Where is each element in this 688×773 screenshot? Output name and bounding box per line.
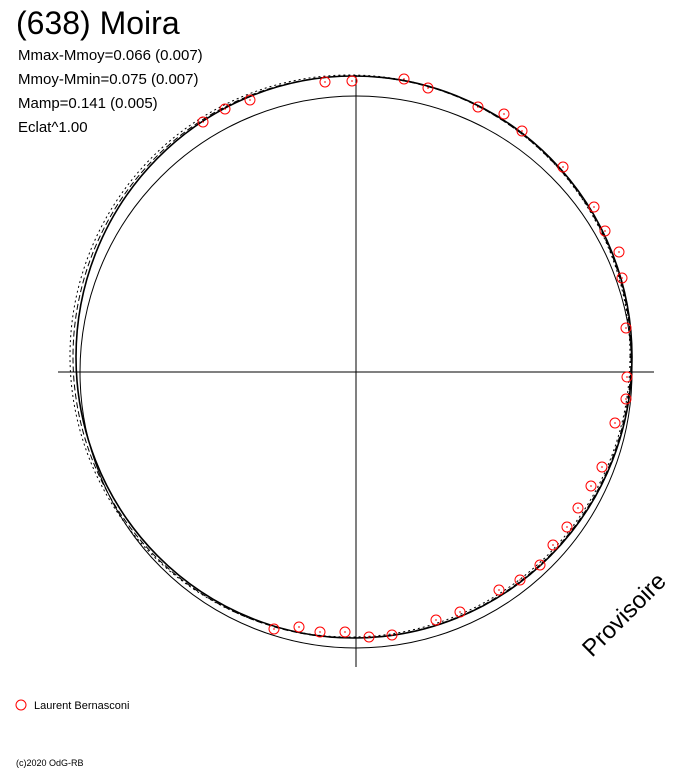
data-point (386, 629, 398, 641)
data-point (422, 82, 434, 94)
data-point (293, 621, 305, 633)
data-point (621, 371, 633, 383)
data-point (363, 631, 375, 643)
data-point (197, 116, 209, 128)
data-point (609, 417, 621, 429)
stat-line: Mmax-Mmoy=0.066 (0.007) (18, 47, 203, 64)
data-point (534, 559, 546, 571)
data-point (472, 101, 484, 113)
data-point (599, 225, 611, 237)
data-point (561, 521, 573, 533)
data-point (572, 502, 584, 514)
data-point (319, 76, 331, 88)
data-point (219, 103, 231, 115)
stat-line: Mmoy-Mmin=0.075 (0.007) (18, 71, 198, 88)
data-point (616, 272, 628, 284)
data-point (620, 393, 632, 405)
model-curve (69, 74, 631, 638)
data-point (613, 246, 625, 258)
chart-title: (638) Moira (16, 5, 180, 41)
stat-line: Mamp=0.141 (0.005) (18, 95, 158, 112)
data-point (398, 73, 410, 85)
data-point (498, 108, 510, 120)
legend-label: Laurent Bernasconi (34, 700, 129, 712)
data-point (493, 584, 505, 596)
data-point (244, 94, 256, 106)
data-point (547, 539, 559, 551)
data-point (514, 574, 526, 586)
data-point (430, 614, 442, 626)
data-point (516, 125, 528, 137)
data-point (588, 201, 600, 213)
data-point (620, 322, 632, 334)
credit: (c)2020 OdG-RB (16, 758, 84, 768)
data-point (268, 623, 280, 635)
legend-symbol (15, 699, 27, 711)
data-point (596, 461, 608, 473)
data-point (339, 626, 351, 638)
data-point (585, 480, 597, 492)
stat-line: Eclat^1.00 (18, 119, 88, 136)
data-point (557, 161, 569, 173)
data-point (314, 626, 326, 638)
data-point (454, 606, 466, 618)
data-point (346, 75, 358, 87)
